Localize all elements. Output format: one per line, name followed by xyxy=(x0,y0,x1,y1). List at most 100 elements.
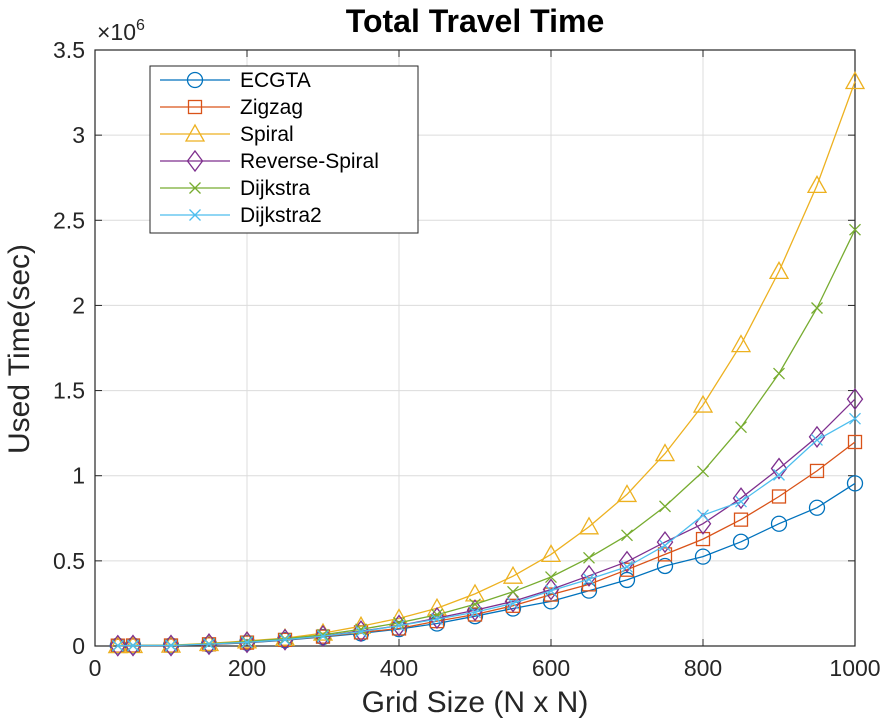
data-point-dijkstra2 xyxy=(697,509,709,522)
data-point-spiral xyxy=(616,484,638,503)
y-tick-label: 0.5 xyxy=(53,548,85,574)
legend-item-dijkstra2: Dijkstra2 xyxy=(160,204,322,227)
legend-marker-square xyxy=(187,99,203,115)
legend-item-zigzag: Zigzag xyxy=(160,96,303,119)
data-point-spiral xyxy=(160,634,182,653)
data-point-ecgta xyxy=(656,557,674,575)
legend-items: ECGTA Zigzag Spiral Reverse-Spiral Dijkstra D… xyxy=(160,69,379,227)
legend-label: Zigzag xyxy=(240,96,303,119)
data-point-dijkstra xyxy=(735,421,747,434)
data-point-dijkstra2 xyxy=(279,633,291,646)
data-point-spiral xyxy=(692,394,714,413)
data-point-dijkstra xyxy=(621,529,633,542)
legend-label: Reverse-Spiral xyxy=(240,150,379,173)
legend-marker-circle xyxy=(186,71,204,89)
chart-title: Total Travel Time xyxy=(346,3,604,39)
data-point-dijkstra2 xyxy=(773,468,785,481)
series-dijkstra2 xyxy=(111,412,861,652)
data-point-reverse-spiral xyxy=(770,457,788,480)
data-point-zigzag xyxy=(809,463,825,479)
data-point-dijkstra2 xyxy=(469,606,481,619)
data-point-ecgta xyxy=(846,475,864,492)
x-axis-title: Grid Size (N x N) xyxy=(362,686,589,719)
data-point-zigzag xyxy=(657,547,673,562)
data-point-reverse-spiral xyxy=(580,564,598,587)
data-point-spiral xyxy=(236,630,258,649)
legend: ECGTA Zigzag Spiral Reverse-Spiral Dijkstra D… xyxy=(149,65,419,234)
y-exponent-power: 6 xyxy=(136,17,145,34)
legend-box xyxy=(149,65,419,234)
data-point-dijkstra xyxy=(545,571,557,583)
x-tick-label: 800 xyxy=(684,655,722,681)
data-point-dijkstra2 xyxy=(111,639,124,652)
data-point-dijkstra2 xyxy=(735,495,747,508)
data-point-dijkstra xyxy=(773,367,785,380)
data-point-spiral xyxy=(107,635,128,654)
legend-label: Dijkstra xyxy=(240,177,310,200)
data-point-zigzag xyxy=(695,531,711,547)
y-tick-label: 0 xyxy=(72,633,85,659)
legend-marker-x xyxy=(189,182,201,194)
data-point-dijkstra2 xyxy=(659,539,671,552)
y-tick-label: 3.5 xyxy=(53,37,85,63)
data-point-zigzag xyxy=(847,434,863,450)
axis-ticks: 0 200 400 600 800 1000 0 0.5 1 1.5 2 2.5 3 3.5 xyxy=(53,37,881,681)
data-point-reverse-spiral xyxy=(732,487,750,510)
legend-item-reverse-spiral: Reverse-Spiral xyxy=(160,149,379,173)
x-tick-label: 400 xyxy=(380,655,418,681)
x-tick-label: 600 xyxy=(532,655,570,681)
data-point-reverse-spiral xyxy=(162,634,180,657)
data-point-dijkstra xyxy=(583,551,595,564)
legend-item-ecgta: ECGTA xyxy=(160,69,311,92)
data-point-dijkstra2 xyxy=(203,638,215,651)
y-axis-title: Used Time(sec) xyxy=(3,244,36,454)
x-tick-label: 200 xyxy=(228,655,266,681)
data-point-dijkstra2 xyxy=(583,573,595,586)
data-point-dijkstra xyxy=(355,623,367,636)
y-tick-label: 2.5 xyxy=(53,207,85,233)
data-point-spiral xyxy=(844,71,866,90)
x-tick-label: 1000 xyxy=(829,655,880,681)
data-point-reverse-spiral xyxy=(200,633,218,656)
data-point-reverse-spiral xyxy=(846,388,864,411)
data-point-reverse-spiral xyxy=(124,634,142,657)
data-point-zigzag xyxy=(733,512,749,527)
data-point-dijkstra2 xyxy=(241,636,253,649)
y-tick-label: 2 xyxy=(72,292,85,318)
data-point-dijkstra2 xyxy=(355,625,367,638)
legend-item-spiral: Spiral xyxy=(160,123,294,146)
plot-area-frame xyxy=(94,49,856,647)
data-point-reverse-spiral xyxy=(618,550,636,573)
data-point-dijkstra xyxy=(849,223,861,236)
data-point-dijkstra2 xyxy=(317,630,329,643)
data-point-ecgta xyxy=(580,582,598,599)
data-point-dijkstra2 xyxy=(431,613,443,626)
series-lines xyxy=(107,71,866,657)
data-point-spiral xyxy=(502,565,524,584)
data-point-dijkstra2 xyxy=(545,584,557,597)
x-tick-label: 0 xyxy=(89,655,102,681)
legend-label: ECGTA xyxy=(240,69,311,92)
data-point-dijkstra2 xyxy=(165,639,177,652)
data-point-dijkstra xyxy=(811,302,823,314)
data-point-reverse-spiral xyxy=(109,634,127,657)
data-point-dijkstra xyxy=(697,465,709,478)
data-point-spiral xyxy=(122,635,144,654)
data-point-dijkstra2 xyxy=(621,560,633,573)
data-point-spiral xyxy=(274,627,296,646)
legend-marker-triangle xyxy=(184,123,206,142)
data-point-ecgta xyxy=(770,515,788,532)
legend-label: Spiral xyxy=(240,123,294,146)
legend-item-dijkstra: Dijkstra xyxy=(160,177,310,200)
data-point-spiral xyxy=(654,443,676,462)
data-point-ecgta xyxy=(732,533,750,550)
data-point-zigzag xyxy=(771,489,787,504)
data-point-reverse-spiral xyxy=(656,531,674,554)
data-point-dijkstra2 xyxy=(507,597,519,610)
data-point-reverse-spiral xyxy=(808,425,826,448)
data-point-spiral xyxy=(540,544,562,563)
data-point-ecgta xyxy=(694,548,712,565)
data-point-spiral xyxy=(198,633,220,652)
y-tick-label: 1.5 xyxy=(53,378,85,404)
